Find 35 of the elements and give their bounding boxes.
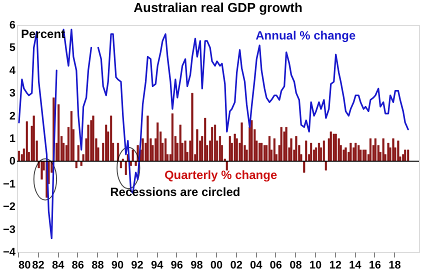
x-tick-label: 98 — [190, 260, 203, 272]
chart-title: Australian real GDP growth — [134, 0, 302, 15]
x-tick-label: 08 — [290, 260, 302, 272]
x-tick-label: 02 — [230, 260, 242, 272]
x-tick-label: 84 — [52, 260, 66, 272]
y-tick-label: 1 — [9, 133, 16, 145]
x-tick-label: 88 — [92, 260, 104, 272]
y-tick-label: −4 — [2, 246, 16, 258]
y-tick-label: 4 — [9, 64, 16, 77]
x-tick-label: 90 — [111, 260, 124, 272]
x-tick-label: 92 — [131, 260, 144, 272]
y-tick-label: 0 — [9, 156, 16, 168]
x-tick-label: 10 — [309, 260, 322, 272]
x-tick-label: 04 — [250, 260, 264, 272]
series-label: Quarterly % change — [164, 168, 278, 182]
y-tick-label: −2 — [2, 201, 16, 214]
x-tick-label: 12 — [329, 260, 342, 272]
x-tick-label: 16 — [368, 260, 382, 272]
annotation: Recessions are circled — [110, 184, 240, 199]
x-tick-label: 96 — [170, 260, 184, 272]
y-tick-label: 3 — [9, 88, 16, 100]
x-tick-label: 14 — [349, 260, 362, 272]
x-tick-label: 18 — [388, 260, 401, 272]
y-tick-label: −3 — [2, 224, 16, 236]
y-tick-label: 6 — [9, 20, 16, 32]
x-tick-label: 00 — [210, 260, 223, 272]
x-tick-label: 80 — [18, 260, 31, 272]
x-tick-label: 06 — [270, 260, 282, 272]
x-tick-label: 82 — [32, 260, 44, 272]
series-label: Annual % change — [256, 28, 356, 43]
x-tick-label: 86 — [72, 260, 84, 272]
y-tick-label: 2 — [9, 110, 16, 122]
x-tick-label: 94 — [150, 260, 164, 272]
y-tick-label: −1 — [2, 178, 16, 190]
y-tick-label: 5 — [9, 42, 16, 54]
